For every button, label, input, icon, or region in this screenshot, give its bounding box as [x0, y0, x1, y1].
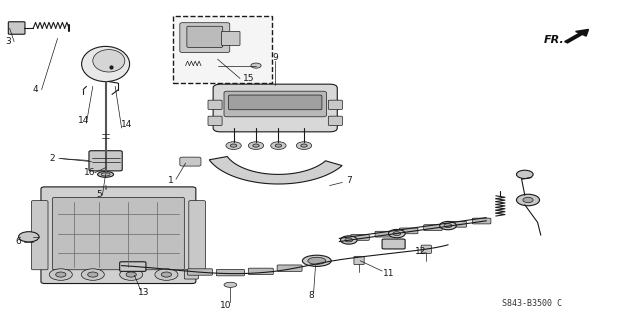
FancyBboxPatch shape	[180, 23, 230, 52]
FancyBboxPatch shape	[354, 256, 364, 265]
FancyBboxPatch shape	[328, 116, 342, 125]
Text: 14: 14	[77, 116, 89, 124]
Circle shape	[516, 170, 533, 179]
FancyBboxPatch shape	[351, 235, 369, 240]
Ellipse shape	[98, 172, 114, 177]
Circle shape	[126, 272, 136, 277]
Circle shape	[516, 194, 540, 206]
Circle shape	[296, 142, 312, 149]
Text: 15: 15	[243, 74, 254, 83]
Circle shape	[120, 269, 143, 280]
Text: 10: 10	[220, 301, 231, 310]
Text: 8: 8	[309, 292, 314, 300]
FancyBboxPatch shape	[448, 221, 467, 227]
Text: 13: 13	[138, 288, 150, 297]
FancyBboxPatch shape	[228, 95, 322, 110]
FancyBboxPatch shape	[8, 22, 25, 34]
Text: 3: 3	[5, 37, 10, 46]
Circle shape	[301, 144, 307, 147]
FancyBboxPatch shape	[31, 201, 48, 270]
Circle shape	[444, 224, 452, 228]
FancyBboxPatch shape	[421, 245, 431, 253]
Circle shape	[56, 272, 66, 277]
Text: 14: 14	[121, 120, 132, 129]
FancyBboxPatch shape	[213, 84, 337, 132]
Circle shape	[248, 142, 264, 149]
FancyBboxPatch shape	[188, 269, 212, 275]
Text: 16: 16	[84, 168, 95, 177]
FancyBboxPatch shape	[52, 197, 184, 270]
Circle shape	[88, 272, 98, 277]
FancyBboxPatch shape	[184, 270, 198, 279]
FancyArrow shape	[564, 29, 589, 43]
FancyBboxPatch shape	[472, 218, 491, 224]
Text: FR.: FR.	[544, 35, 564, 45]
FancyBboxPatch shape	[399, 228, 418, 234]
FancyBboxPatch shape	[221, 31, 240, 45]
Text: 2: 2	[50, 154, 55, 163]
FancyBboxPatch shape	[328, 100, 342, 109]
Ellipse shape	[303, 255, 332, 266]
FancyBboxPatch shape	[277, 265, 302, 271]
Circle shape	[345, 238, 353, 242]
Circle shape	[81, 269, 104, 280]
FancyBboxPatch shape	[208, 116, 222, 125]
FancyBboxPatch shape	[173, 16, 272, 83]
FancyBboxPatch shape	[375, 231, 394, 237]
Circle shape	[251, 63, 261, 68]
Circle shape	[271, 142, 286, 149]
Polygon shape	[209, 156, 342, 184]
Circle shape	[19, 232, 39, 242]
Text: 11: 11	[383, 269, 394, 278]
FancyBboxPatch shape	[120, 262, 146, 271]
FancyBboxPatch shape	[382, 239, 405, 249]
Ellipse shape	[101, 173, 110, 176]
Circle shape	[253, 144, 259, 147]
FancyBboxPatch shape	[187, 26, 223, 47]
FancyBboxPatch shape	[41, 187, 196, 284]
FancyBboxPatch shape	[424, 225, 442, 230]
Text: 6: 6	[15, 237, 20, 246]
Ellipse shape	[224, 282, 237, 287]
Text: 1: 1	[168, 176, 173, 185]
Circle shape	[226, 142, 241, 149]
Ellipse shape	[82, 46, 130, 82]
FancyBboxPatch shape	[89, 151, 122, 171]
Text: 7: 7	[346, 176, 351, 185]
Text: 12: 12	[415, 247, 427, 256]
Circle shape	[440, 221, 456, 230]
Text: 5: 5	[97, 190, 102, 199]
FancyBboxPatch shape	[224, 91, 326, 117]
Circle shape	[230, 144, 237, 147]
Circle shape	[340, 236, 357, 244]
Ellipse shape	[308, 257, 326, 264]
FancyBboxPatch shape	[189, 201, 205, 270]
Circle shape	[523, 197, 533, 203]
Circle shape	[49, 269, 72, 280]
Text: S843-B3500 C: S843-B3500 C	[502, 300, 563, 308]
Circle shape	[161, 272, 172, 277]
Circle shape	[275, 144, 282, 147]
Ellipse shape	[93, 50, 125, 72]
Circle shape	[393, 232, 401, 236]
FancyBboxPatch shape	[180, 157, 201, 166]
FancyBboxPatch shape	[248, 268, 273, 275]
Circle shape	[388, 229, 405, 238]
FancyBboxPatch shape	[208, 100, 222, 109]
Text: 4: 4	[33, 85, 38, 94]
Text: 9: 9	[273, 53, 278, 62]
FancyBboxPatch shape	[216, 269, 244, 276]
Circle shape	[155, 269, 178, 280]
